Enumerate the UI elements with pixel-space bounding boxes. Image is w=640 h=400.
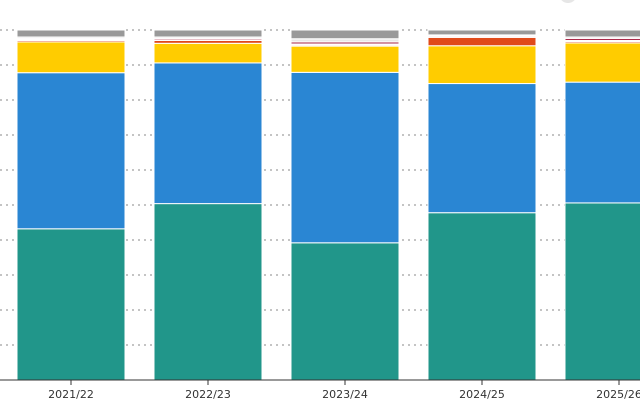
bar-segment (290, 242, 400, 381)
bar-segment (290, 45, 400, 73)
bar-segment (16, 29, 126, 38)
bar-segment (564, 29, 640, 38)
bar-stacks (16, 29, 640, 381)
x-tick-label: 2022/23 (185, 388, 231, 400)
bar-segment (153, 42, 263, 64)
bar-segment (427, 29, 537, 36)
x-axis-ticks: 2021/22 2022/23 2023/24 2024/25 2025/26 (48, 380, 640, 400)
partial-legend-marker (561, 0, 575, 3)
bar-segment (427, 83, 537, 214)
bar-segment (427, 45, 537, 85)
bar-segment (16, 41, 126, 74)
bar-segment (16, 72, 126, 230)
bar-segment (290, 71, 400, 244)
bar-segment (153, 62, 263, 205)
x-tick-label: 2025/26 (596, 388, 640, 400)
x-tick-label: 2021/22 (48, 388, 94, 400)
x-tick-label: 2024/25 (459, 388, 505, 400)
bar-segment (564, 81, 640, 204)
bar-segment (290, 29, 400, 40)
bar-segment (427, 212, 537, 381)
bar-segment (153, 203, 263, 381)
bar-segment (564, 202, 640, 381)
bar-segment (16, 228, 126, 381)
bar-segment (153, 29, 263, 38)
x-tick-label: 2023/24 (322, 388, 368, 400)
bar-segment (427, 36, 537, 47)
bar-segment (564, 42, 640, 83)
